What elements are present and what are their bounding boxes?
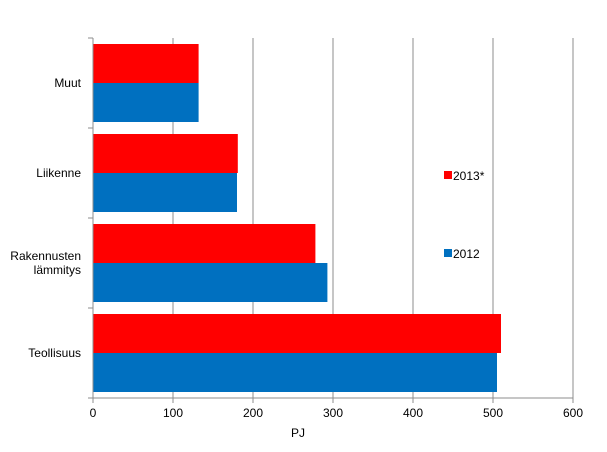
bar [93,173,237,212]
bar [93,44,199,83]
axes [88,37,574,403]
category-label: Teollisuus [28,346,81,360]
x-tick-label: 100 [163,406,183,420]
bar [93,314,501,353]
x-tick-label: 600 [563,406,583,420]
legend-label: 2012 [453,247,480,261]
legend-label: 2013* [453,169,485,183]
x-tick-label: 300 [323,406,343,420]
bar [93,134,238,173]
x-axis-title: PJ [291,426,305,440]
legend: 2013* 2012 [444,169,485,261]
legend-swatch [444,249,452,257]
x-tick-label: 500 [483,406,503,420]
legend-swatch [444,171,452,179]
category-labels: Muut Liikenne Rakennusten lämmitys Teollisuu… [10,76,81,360]
x-tick-labels: 0 100 200 300 400 500 600 [90,406,584,420]
bar [93,83,199,122]
category-label: Liikenne [36,166,81,180]
category-label: Muut [54,76,81,90]
x-tick-label: 0 [90,406,97,420]
x-tick-label: 200 [243,406,263,420]
bar [93,263,328,302]
bar [93,224,316,263]
bar [93,353,497,392]
category-label: Rakennusten lämmitys [10,249,81,277]
bars [93,44,501,392]
x-tick-label: 400 [403,406,423,420]
